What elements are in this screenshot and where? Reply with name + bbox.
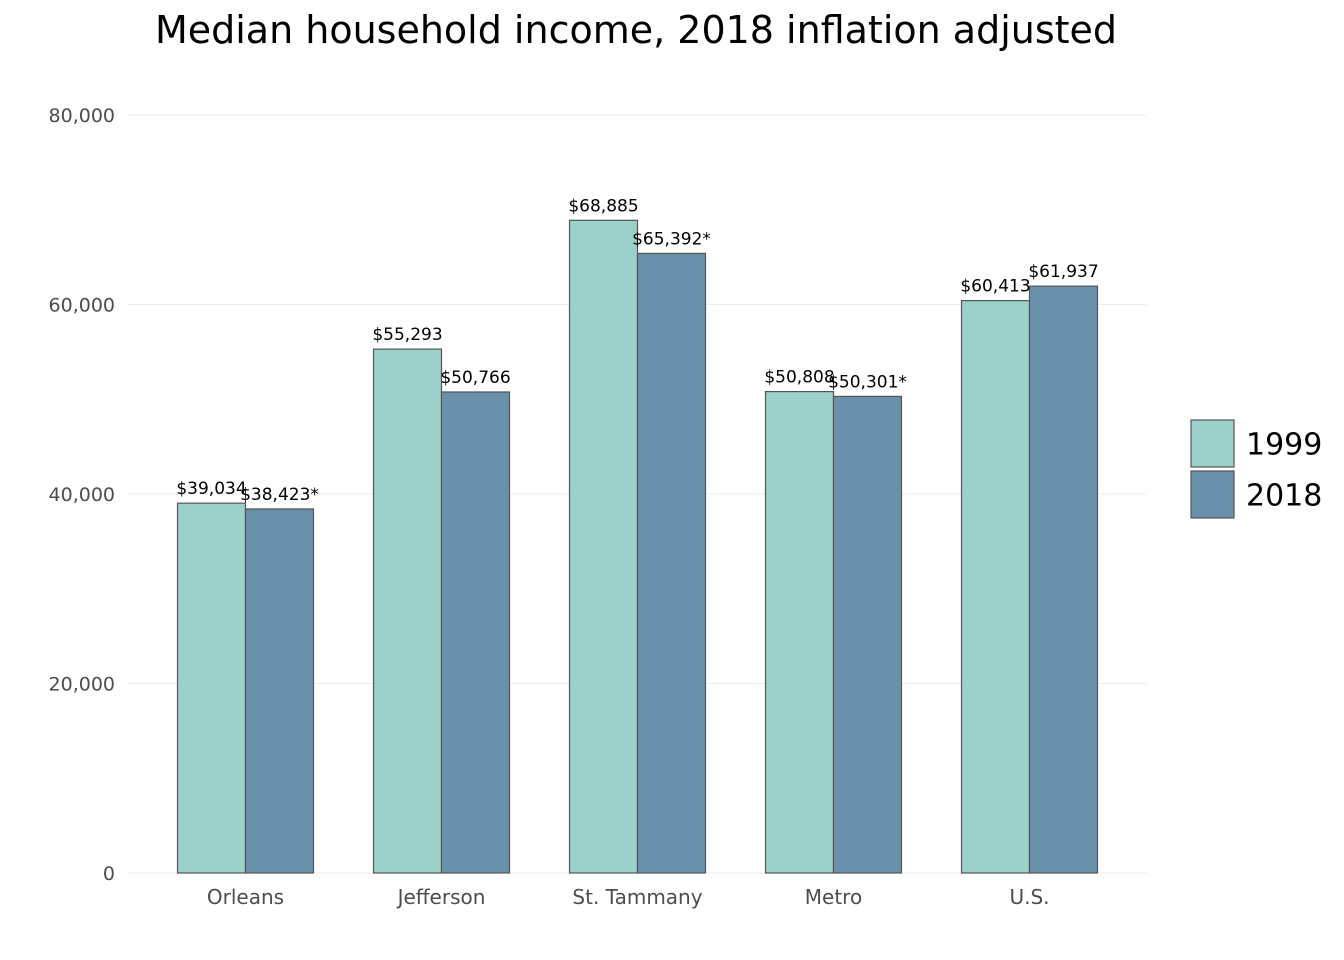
- data-label-2018-3: $65,392*: [632, 229, 711, 249]
- y-tick-label: 80,000: [49, 105, 115, 127]
- y-tick-label: 40,000: [49, 484, 115, 506]
- bar-1999-4: [764, 390, 835, 874]
- y-tick-label: 0: [103, 863, 115, 885]
- y-tick-label: 20,000: [49, 674, 115, 696]
- bar-1999-2: [372, 348, 443, 874]
- bar-2018-2: [440, 391, 511, 874]
- x-tick-label: U.S.: [1009, 885, 1049, 909]
- bar-1999-5: [960, 299, 1031, 874]
- data-label-2018-4: $50,301*: [828, 372, 907, 392]
- data-labels: $39,034$38,423* $55,293 $50,766 $68,885 $65,…: [176, 196, 1098, 505]
- legend-swatch-2018: [1190, 470, 1235, 519]
- bar-2018-4: [832, 395, 903, 874]
- x-tick-label: Metro: [805, 885, 862, 909]
- data-label-1999-4: $50,808: [764, 368, 834, 388]
- y-tick-label: 60,000: [49, 295, 115, 317]
- data-label-1999-5: $60,413: [960, 277, 1030, 297]
- x-tick-label: Orleans: [207, 885, 284, 909]
- data-label-1999-2: $55,293: [372, 325, 442, 345]
- data-label-1999-3: $68,885: [568, 196, 638, 216]
- y-axis-tick-labels: 0 20,000 40,000 60,000 80,000: [49, 105, 115, 885]
- chart-title: Median household income, 2018 inflation …: [154, 8, 1118, 52]
- legend-label-1999: 1999: [1246, 428, 1322, 463]
- bar-2018-1: [244, 508, 315, 874]
- legend-swatch-1999: [1190, 419, 1235, 468]
- data-label-2018-5: $61,937: [1028, 262, 1098, 282]
- bar-1999-1: [176, 502, 247, 874]
- bars: [176, 219, 1099, 874]
- x-axis-tick-labels: Orleans Jefferson St. Tammany Metro U.S.: [207, 885, 1050, 909]
- bar-2018-5: [1028, 285, 1099, 874]
- data-label-2018-2: $50,766: [440, 368, 510, 388]
- bar-2018-3: [636, 252, 707, 874]
- legend: 1999 2018: [1190, 419, 1322, 519]
- legend-label-2018: 2018: [1246, 479, 1322, 514]
- x-tick-label: St. Tammany: [572, 885, 702, 909]
- x-tick-label: Jefferson: [396, 885, 486, 909]
- bar-1999-3: [568, 219, 639, 874]
- data-label-1999-1: $39,034: [176, 479, 246, 499]
- data-label-2018-1: $38,423*: [240, 485, 319, 505]
